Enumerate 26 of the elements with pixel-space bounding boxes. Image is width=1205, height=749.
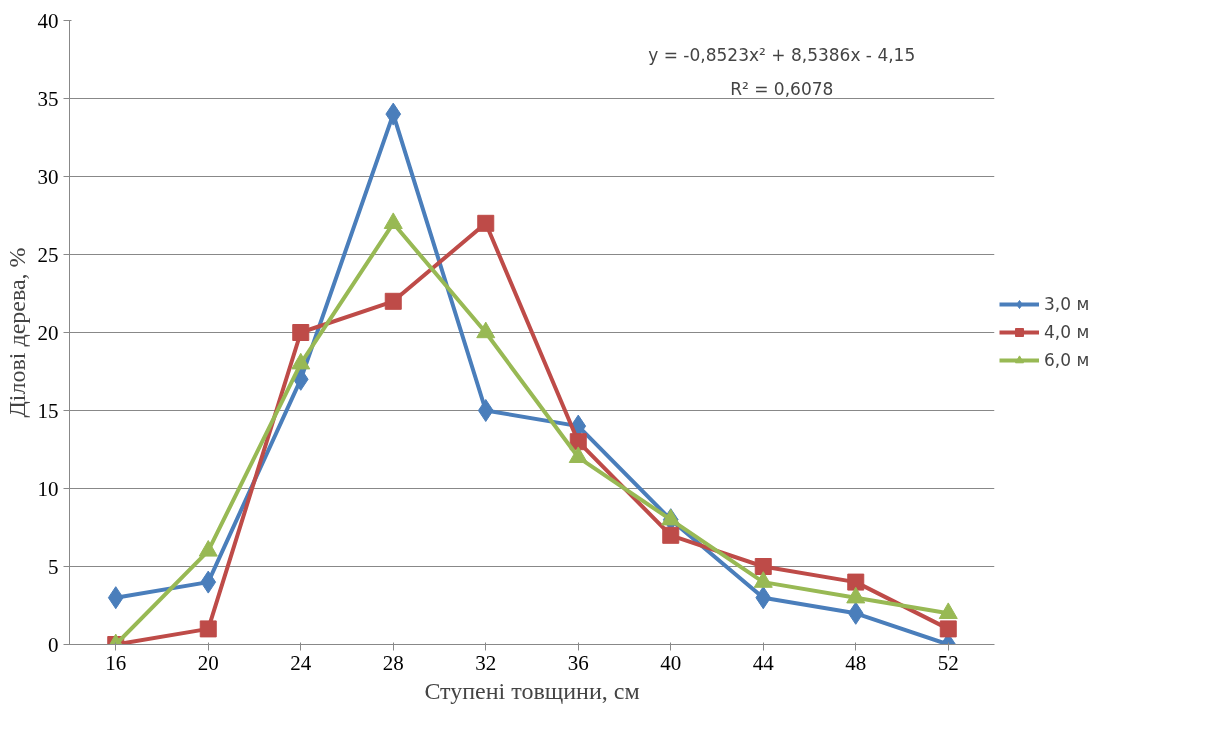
y-tick-label: 15 (37, 398, 59, 423)
legend-label: 3,0 м (1044, 294, 1091, 314)
x-axis-title: Ступені товщини, см (424, 677, 640, 704)
y-tick-label: 30 (37, 164, 59, 189)
x-tick-label: 20 (197, 650, 219, 675)
x-tick-label: 44 (752, 650, 775, 675)
x-tick-label: 36 (567, 650, 589, 675)
legend-label: 4,0 м (1044, 322, 1091, 342)
x-tick-label: 32 (475, 650, 497, 675)
y-tick-label: 0 (48, 632, 59, 657)
x-tick-label: 28 (382, 650, 404, 675)
y-tick-label: 5 (48, 554, 59, 579)
y-tick-label: 25 (37, 242, 59, 267)
x-tick-label: 48 (845, 650, 867, 675)
legend-label: 6,0 м (1044, 350, 1091, 370)
y-axis-title: Ділові дерева, % (3, 247, 30, 418)
y-tick-label: 20 (37, 320, 59, 345)
annotation: y = -0,8523x² + 8,5386x - 4,15 (648, 44, 916, 65)
x-tick-label: 16 (105, 650, 127, 675)
x-tick-label: 52 (937, 650, 959, 675)
annotation: R² = 0,6078 (730, 79, 834, 100)
x-tick-label: 40 (660, 650, 682, 675)
y-tick-label: 35 (37, 86, 59, 111)
y-tick-label: 40 (37, 8, 59, 33)
y-tick-label: 10 (37, 476, 59, 501)
x-tick-label: 24 (290, 650, 312, 675)
